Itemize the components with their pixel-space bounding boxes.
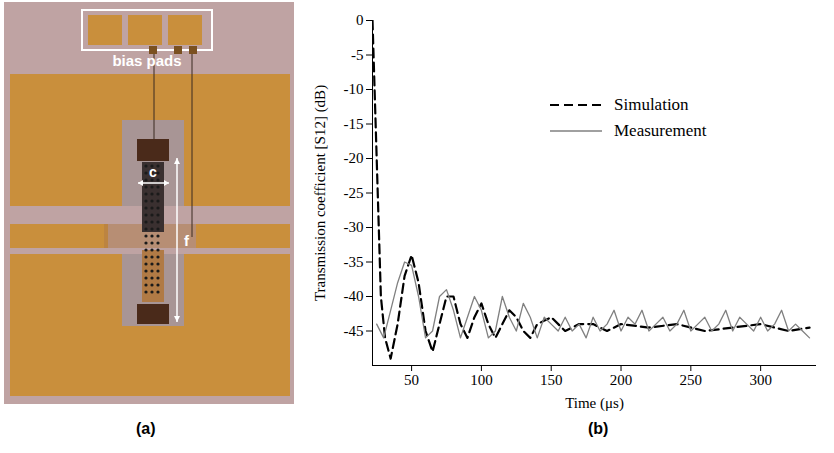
svg-text:bias pads: bias pads — [112, 52, 181, 69]
html-text:Measurement: Measurement — [614, 121, 707, 140]
svg-text:-20: -20 — [344, 150, 364, 166]
svg-text:-45: -45 — [344, 323, 364, 339]
svg-text:250: 250 — [680, 372, 703, 388]
svg-text:Time (μs): Time (μs) — [565, 395, 624, 412]
html-text:(b): (b) — [588, 420, 609, 437]
svg-text:-35: -35 — [344, 254, 364, 270]
svg-text:-15: -15 — [344, 116, 364, 132]
svg-text:-40: -40 — [344, 288, 364, 304]
svg-text:100: 100 — [470, 372, 493, 388]
html-text:(a): (a) — [136, 420, 156, 437]
svg-text:c: c — [149, 164, 157, 180]
html-text:Simulation: Simulation — [614, 95, 689, 114]
svg-text:-10: -10 — [344, 81, 364, 97]
svg-text:150: 150 — [540, 372, 563, 388]
svg-text:-25: -25 — [344, 185, 364, 201]
svg-text:50: 50 — [404, 372, 419, 388]
svg-text:-30: -30 — [344, 219, 364, 235]
svg-text:0: 0 — [356, 12, 364, 28]
svg-text:f: f — [184, 232, 190, 249]
svg-text:-5: -5 — [351, 47, 364, 63]
svg-text:200: 200 — [610, 372, 633, 388]
svg-text:Transmission coefficient [S12]: Transmission coefficient [S12] (dB) — [312, 85, 329, 301]
svg-text:300: 300 — [749, 372, 772, 388]
